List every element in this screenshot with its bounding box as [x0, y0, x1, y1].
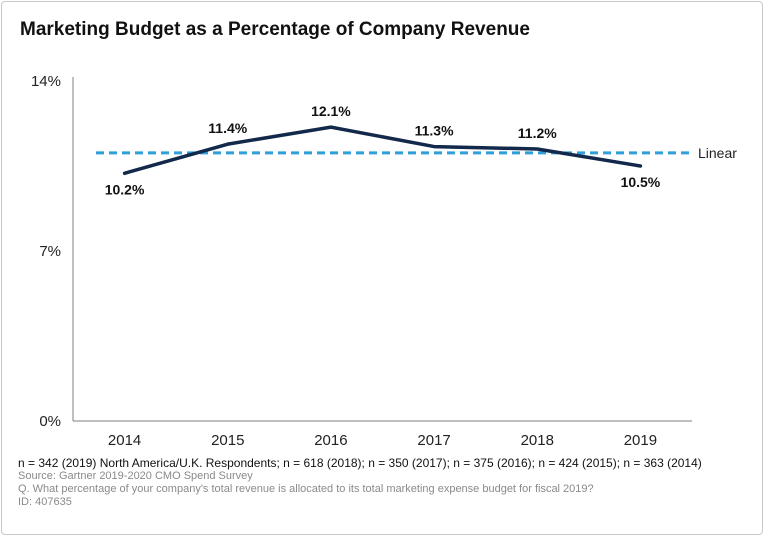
y-tick-label: 7%	[39, 243, 61, 260]
data-label: 12.1%	[311, 103, 351, 119]
x-tick-label: 2016	[314, 432, 347, 449]
respondents-note: n = 342 (2019) North America/U.K. Respon…	[18, 456, 702, 470]
series-line	[122, 125, 643, 176]
x-tick-label: 2018	[521, 432, 554, 449]
x-tick-label: 2015	[211, 432, 244, 449]
data-label: 11.4%	[208, 120, 247, 136]
id-note: ID: 407635	[18, 496, 72, 508]
x-tick-label: 2014	[108, 432, 141, 449]
source-note: Source: Gartner 2019-2020 CMO Spend Surv…	[18, 470, 253, 482]
trendline-legend-label: Linear	[698, 145, 737, 161]
data-label: 11.2%	[518, 125, 557, 141]
data-label: 10.2%	[105, 181, 145, 197]
chart-notes: n = 342 (2019) North America/U.K. Respon…	[18, 456, 756, 509]
chart-title: Marketing Budget as a Percentage of Comp…	[20, 19, 530, 40]
x-tick-label: 2017	[417, 432, 450, 449]
data-label: 11.3%	[415, 123, 454, 139]
y-tick-label: 14%	[31, 73, 61, 90]
x-tick-label: 2019	[624, 432, 657, 449]
y-tick-label: 0%	[39, 413, 61, 430]
data-label: 10.5%	[621, 174, 661, 190]
question-note: Q. What percentage of your company's tot…	[18, 483, 594, 495]
